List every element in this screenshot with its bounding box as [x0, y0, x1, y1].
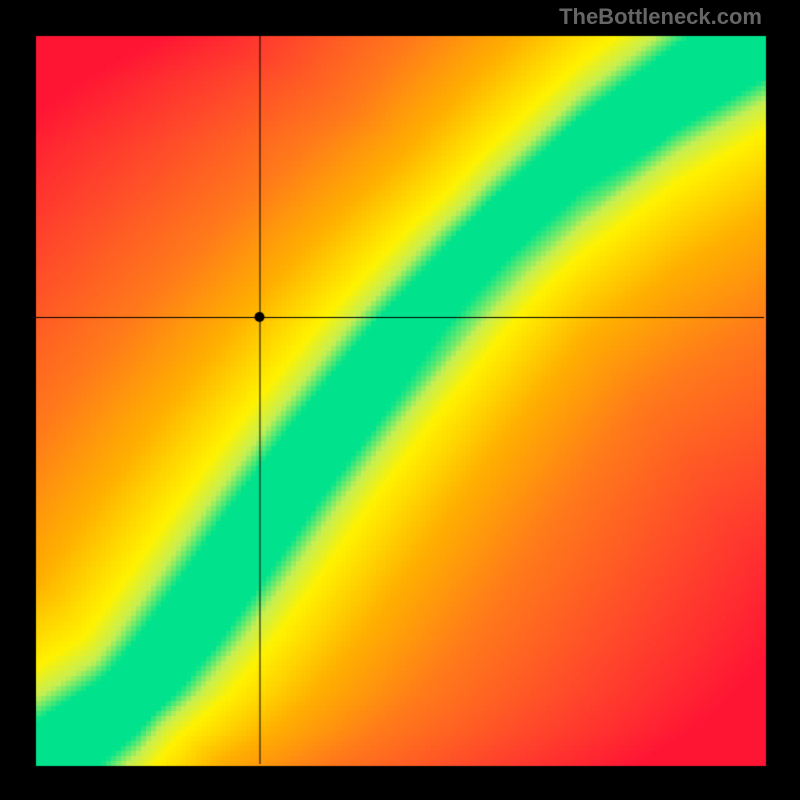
bottleneck-heatmap — [0, 0, 800, 800]
watermark-text: TheBottleneck.com — [559, 4, 762, 30]
